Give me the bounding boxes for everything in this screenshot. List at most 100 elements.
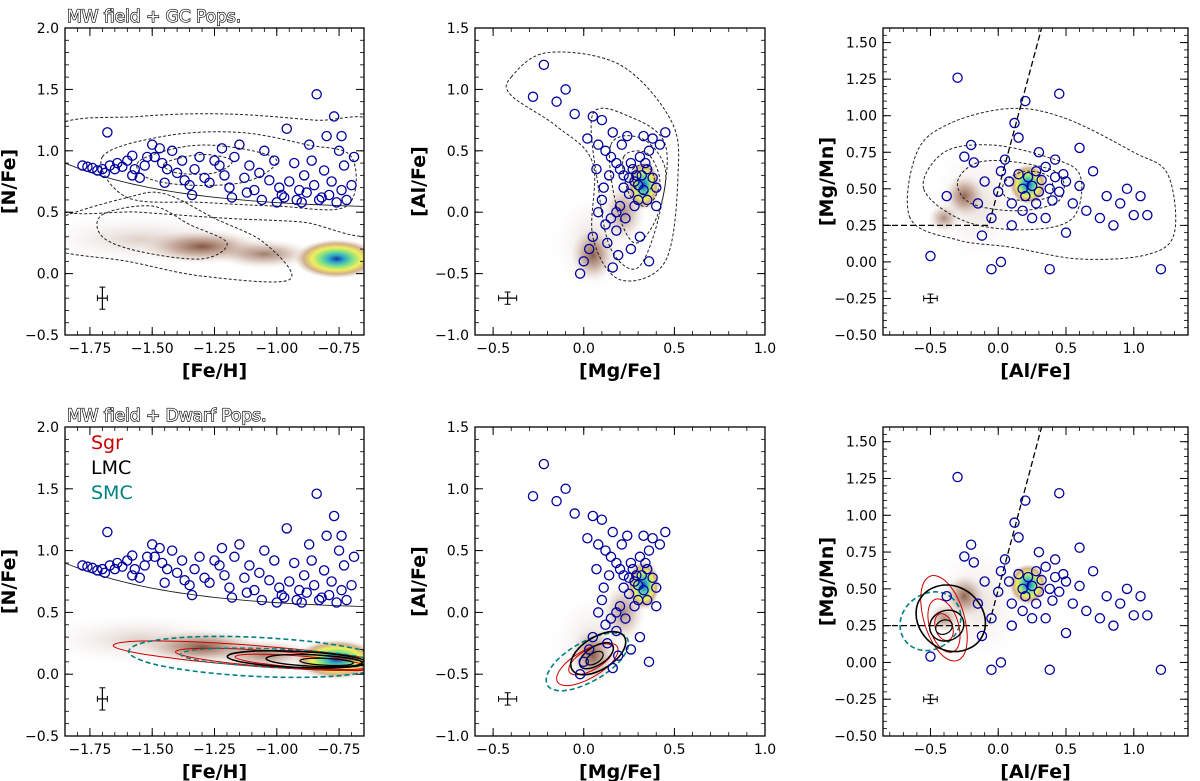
error-bar	[498, 291, 518, 305]
data-point	[627, 563, 638, 575]
data-point	[1128, 610, 1140, 621]
data-point	[611, 607, 622, 618]
data-point	[259, 545, 270, 556]
data-point	[1044, 263, 1055, 275]
y-tick-label: 0.5	[37, 205, 59, 221]
data-point	[328, 510, 340, 522]
data-point	[591, 163, 602, 175]
data-point	[234, 539, 245, 550]
gc-contour	[163, 153, 233, 175]
y-tick-label: 0.0	[37, 667, 59, 683]
data-point	[281, 123, 293, 134]
data-point	[605, 613, 617, 624]
data-point	[583, 243, 595, 255]
y-tick-label: 0.0	[37, 267, 59, 283]
y-tick-label: −0.5	[435, 267, 469, 283]
data-point	[1013, 132, 1024, 143]
data-point	[618, 570, 629, 581]
y-tick-label: 1.0	[37, 144, 59, 160]
data-point	[249, 584, 260, 596]
x-axis-label: [Mg/Fe]	[579, 360, 661, 382]
data-point	[1155, 263, 1167, 275]
data-point	[326, 576, 337, 587]
data-point	[161, 163, 173, 175]
data-point	[283, 576, 295, 587]
plot-area	[883, 28, 1177, 304]
data-point	[578, 256, 590, 267]
data-point	[241, 587, 253, 598]
y-tick-label: −1.0	[435, 729, 469, 745]
data-point	[551, 495, 562, 507]
data-point	[538, 59, 550, 71]
data-point	[629, 200, 640, 212]
y-tick-label: 1.00	[846, 109, 877, 125]
data-point	[623, 172, 635, 184]
data-point	[660, 526, 671, 538]
gc-contour	[505, 51, 680, 282]
data-point	[598, 182, 609, 193]
data-point	[1003, 576, 1015, 587]
data-point	[1040, 613, 1051, 624]
data-point	[77, 160, 88, 171]
y-tick-label: 1.50	[846, 435, 877, 451]
y-tick-label: 0.50	[846, 182, 877, 198]
data-point	[979, 576, 990, 587]
y-axis-label: [Al/Fe]	[408, 146, 430, 217]
data-point	[171, 567, 183, 579]
data-point	[995, 166, 1007, 177]
data-point	[995, 657, 1007, 668]
data-point	[256, 194, 268, 206]
data-point	[1142, 209, 1153, 221]
data-point	[1060, 576, 1072, 587]
y-tick-label: 0.5	[447, 544, 469, 560]
data-point	[296, 197, 307, 208]
data-point	[1049, 154, 1061, 165]
data-point	[925, 250, 936, 262]
y-tick-label: 1.5	[447, 21, 469, 37]
data-point	[306, 555, 317, 566]
data-point	[640, 557, 651, 569]
x-tick-label: 0.0	[573, 742, 595, 758]
data-point	[583, 644, 595, 655]
data-point	[216, 542, 228, 554]
data-point	[623, 572, 635, 584]
data-point	[87, 562, 98, 574]
data-point	[623, 188, 635, 200]
lmc-contour	[578, 641, 615, 670]
data-point	[1114, 598, 1126, 609]
data-point	[1030, 565, 1042, 577]
data-point	[184, 579, 195, 591]
y-tick-label: 1.25	[846, 72, 877, 88]
data-point	[293, 184, 305, 196]
data-point	[254, 567, 265, 579]
data-point	[596, 194, 608, 206]
data-point	[600, 545, 611, 556]
data-point	[596, 594, 608, 606]
data-point	[176, 555, 188, 566]
data-point	[1128, 209, 1140, 221]
data-point	[269, 155, 280, 166]
data-point	[605, 551, 617, 563]
data-point	[127, 550, 138, 561]
data-point	[625, 644, 637, 655]
lmc-contour	[226, 649, 364, 669]
data-point	[643, 656, 655, 668]
data-point	[611, 625, 622, 637]
data-point	[1053, 487, 1065, 499]
x-tick-label: −0.75	[318, 341, 361, 357]
data-point	[1006, 198, 1018, 209]
data-point	[986, 664, 997, 676]
y-tick-label: 0.00	[846, 255, 877, 271]
data-point	[600, 619, 611, 631]
data-point	[99, 567, 111, 579]
data-point	[283, 176, 295, 187]
data-point	[82, 561, 93, 572]
data-point	[341, 594, 352, 606]
x-tick-label: −0.5	[913, 341, 947, 357]
data-point	[321, 530, 332, 542]
data-point	[239, 572, 250, 584]
data-point	[952, 72, 963, 83]
data-point	[1013, 568, 1024, 580]
x-axis-label: [Al/Fe]	[1000, 761, 1071, 781]
data-point	[1020, 190, 1031, 202]
